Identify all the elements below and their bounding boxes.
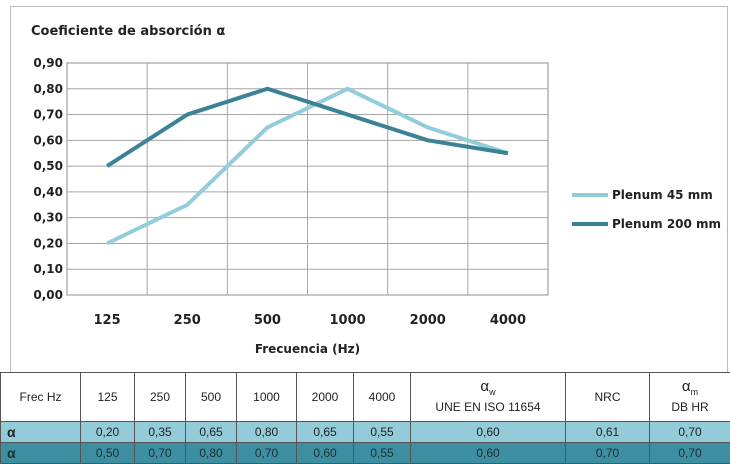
aw-header: αw UNE EN ISO 11654 bbox=[410, 372, 566, 422]
am-header: αm DB HR bbox=[649, 372, 730, 422]
series-line-1 bbox=[106, 86, 509, 246]
table-cell: 0,20 bbox=[80, 421, 135, 443]
freq-header-4000: 4000 bbox=[353, 372, 411, 422]
x-tick-label: 250 bbox=[174, 313, 201, 328]
am-subscript: m bbox=[690, 386, 699, 397]
table-row: α 0,50 0,70 0,80 0,70 0,60 0,55 0,60 0,7… bbox=[0, 442, 730, 464]
x-tick-label: 4000 bbox=[490, 313, 526, 328]
table-cell: 0,50 bbox=[80, 442, 135, 464]
aw-value: 0,60 bbox=[410, 421, 566, 443]
table-cell: 0,70 bbox=[134, 442, 186, 464]
x-tick-label: 2000 bbox=[410, 313, 446, 328]
table-cell: 0,55 bbox=[353, 442, 411, 464]
table-row: α 0,20 0,35 0,65 0,80 0,65 0,55 0,60 0,6… bbox=[0, 421, 730, 443]
table-header-row: Frec Hz 125 250 500 1000 2000 4000 αw UN… bbox=[0, 372, 730, 422]
nrc-value: 0,70 bbox=[565, 442, 650, 464]
absorption-chart: Coeficiente de absorción α 0,00 0,10 0,20 0,… bbox=[31, 24, 721, 356]
table-cell: 0,70 bbox=[236, 442, 297, 464]
am-value: 0,70 bbox=[649, 421, 730, 443]
y-tick-label: 0,50 bbox=[33, 159, 63, 173]
legend-label-1: Plenum 45 mm bbox=[612, 188, 713, 202]
y-tick-label: 0,90 bbox=[33, 56, 63, 70]
nrc-header: NRC bbox=[565, 372, 650, 422]
y-tick-label: 0,70 bbox=[33, 108, 63, 122]
aw-symbol: α bbox=[480, 377, 490, 395]
row-label: α bbox=[0, 442, 81, 464]
x-tick-label: 1000 bbox=[329, 313, 365, 328]
y-tick-label: 0,10 bbox=[33, 262, 63, 276]
freq-header-1000: 1000 bbox=[236, 372, 297, 422]
row-label: α bbox=[0, 421, 81, 443]
legend-label-2: Plenum 200 mm bbox=[612, 217, 721, 231]
table-cell: 0,55 bbox=[353, 421, 411, 443]
freq-header-250: 250 bbox=[134, 372, 186, 422]
am-norm: DB HR bbox=[671, 399, 709, 414]
series-line-2 bbox=[106, 86, 509, 168]
chart-frame bbox=[10, 6, 728, 372]
am-symbol: α bbox=[681, 377, 691, 395]
nrc-value: 0,61 bbox=[565, 421, 650, 443]
x-tick-label: 500 bbox=[254, 313, 281, 328]
aw-norm: UNE EN ISO 11654 bbox=[435, 399, 541, 414]
x-tick-label: 125 bbox=[94, 313, 121, 328]
freq-header-label: Frec Hz bbox=[0, 372, 81, 422]
table-cell: 0,65 bbox=[185, 421, 237, 443]
chart-title: Coeficiente de absorción α bbox=[31, 24, 225, 39]
absorption-table: Frec Hz 125 250 500 1000 2000 4000 αw UN… bbox=[0, 372, 730, 464]
table-cell: 0,60 bbox=[296, 442, 354, 464]
freq-header-2000: 2000 bbox=[296, 372, 354, 422]
x-axis-label: Frecuencia (Hz) bbox=[255, 342, 360, 356]
table-cell: 0,35 bbox=[134, 421, 186, 443]
freq-header-500: 500 bbox=[185, 372, 237, 422]
y-tick-label: 0,30 bbox=[33, 211, 63, 225]
table-cell: 0,80 bbox=[236, 421, 297, 443]
am-value: 0,70 bbox=[649, 442, 730, 464]
table-cell: 0,65 bbox=[296, 421, 354, 443]
aw-value: 0,60 bbox=[410, 442, 566, 464]
table-cell: 0,80 bbox=[185, 442, 237, 464]
y-tick-label: 0,60 bbox=[33, 133, 63, 147]
aw-subscript: w bbox=[489, 386, 496, 397]
y-tick-label: 0,80 bbox=[33, 82, 63, 96]
freq-header-125: 125 bbox=[80, 372, 135, 422]
y-tick-label: 0,00 bbox=[33, 288, 63, 302]
y-tick-label: 0,20 bbox=[33, 236, 63, 250]
y-tick-label: 0,40 bbox=[33, 185, 63, 199]
